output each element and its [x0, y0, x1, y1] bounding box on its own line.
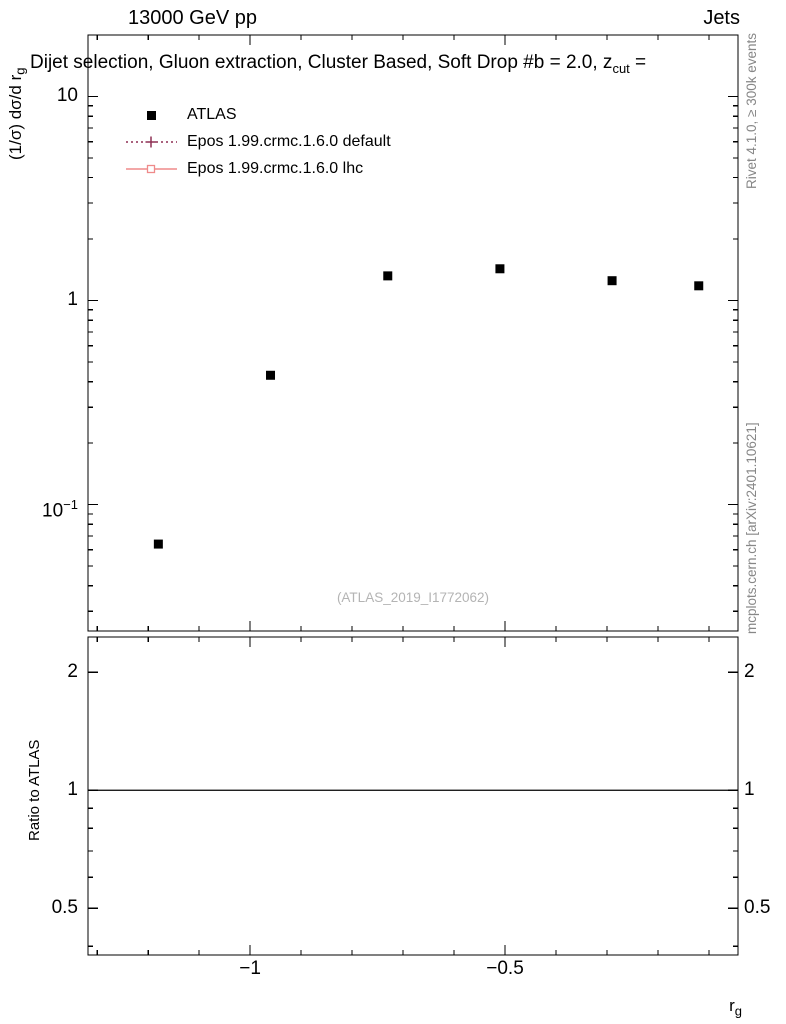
- ratio-y-tick-label-left: 0.5: [51, 897, 78, 919]
- main-y-tick-label: 1: [67, 289, 78, 311]
- legend-label: Epos 1.99.crmc.1.6.0 default: [187, 132, 391, 150]
- main-y-axis-label: (1/σ) dσ/d rg: [6, 28, 27, 200]
- ratio-y-tick-label-right: 2: [744, 661, 755, 683]
- x-axis-label: rg: [729, 996, 742, 1018]
- data-points: [153, 264, 704, 549]
- legend: ATLAS Epos 1.99.crmc.1.6.0 default Epos 1.…: [124, 101, 391, 182]
- plot-title: Dijet selection, Gluon extraction, Clust…: [30, 52, 762, 76]
- ratio-y-tick-label-right: 1: [744, 779, 755, 801]
- x-tick-label: −0.5: [486, 958, 524, 979]
- x-axis-label-text: r: [729, 996, 735, 1015]
- analysis-id-watermark: (ATLAS_2019_I1772062): [336, 590, 490, 605]
- rivet-version-note: Rivet 4.1.0, ≥ 300k events: [744, 33, 759, 189]
- ratio-y-tick-label-right: 0.5: [744, 897, 771, 919]
- legend-item: Epos 1.99.crmc.1.6.0 default: [124, 128, 391, 155]
- legend-marker: [126, 164, 177, 173]
- main-y-tick-label: 10−1: [42, 496, 78, 521]
- plot-title-text: Dijet selection, Gluon extraction, Clust…: [30, 52, 613, 73]
- ratio-y-tick-label-left: 2: [67, 661, 78, 683]
- legend-item: Epos 1.99.crmc.1.6.0 lhc: [124, 155, 391, 182]
- mcplots-reference-note: mcplots.cern.ch [arXiv:2401.10621]: [744, 422, 759, 634]
- x-tick-label: −1: [239, 958, 261, 979]
- data-point: [694, 281, 704, 291]
- legend-label: ATLAS: [187, 105, 237, 123]
- x-axis-label-subscript: g: [734, 1003, 742, 1019]
- legend-marker: [126, 136, 177, 147]
- exponent: −1: [63, 496, 78, 512]
- ratio-plot-frame: [87, 636, 739, 956]
- legend-label: Epos 1.99.crmc.1.6.0 lhc: [187, 159, 364, 177]
- process-label: Jets: [703, 7, 740, 29]
- main-y-axis-label-text: (1/σ) dσ/d r: [6, 75, 25, 161]
- ratio-y-tick-label-left: 1: [67, 779, 78, 801]
- legend-marker: [147, 110, 156, 120]
- main-plot-frame: [87, 34, 739, 632]
- main-y-tick-label: 10: [56, 85, 78, 107]
- legend-item: ATLAS: [124, 101, 391, 128]
- plot-title-suffix: =: [629, 52, 647, 73]
- data-point: [383, 271, 393, 281]
- axis-ticks: [88, 35, 738, 955]
- beam-energy-label: 13000 GeV pp: [128, 7, 257, 29]
- data-point: [153, 539, 163, 549]
- main-y-axis-label-subscript: g: [12, 67, 28, 75]
- ratio-y-axis-label: Ratio to ATLAS: [26, 739, 43, 841]
- data-point: [495, 264, 505, 274]
- data-point: [266, 370, 276, 380]
- data-point: [607, 276, 617, 286]
- plot-title-subscript: cut: [612, 60, 630, 76]
